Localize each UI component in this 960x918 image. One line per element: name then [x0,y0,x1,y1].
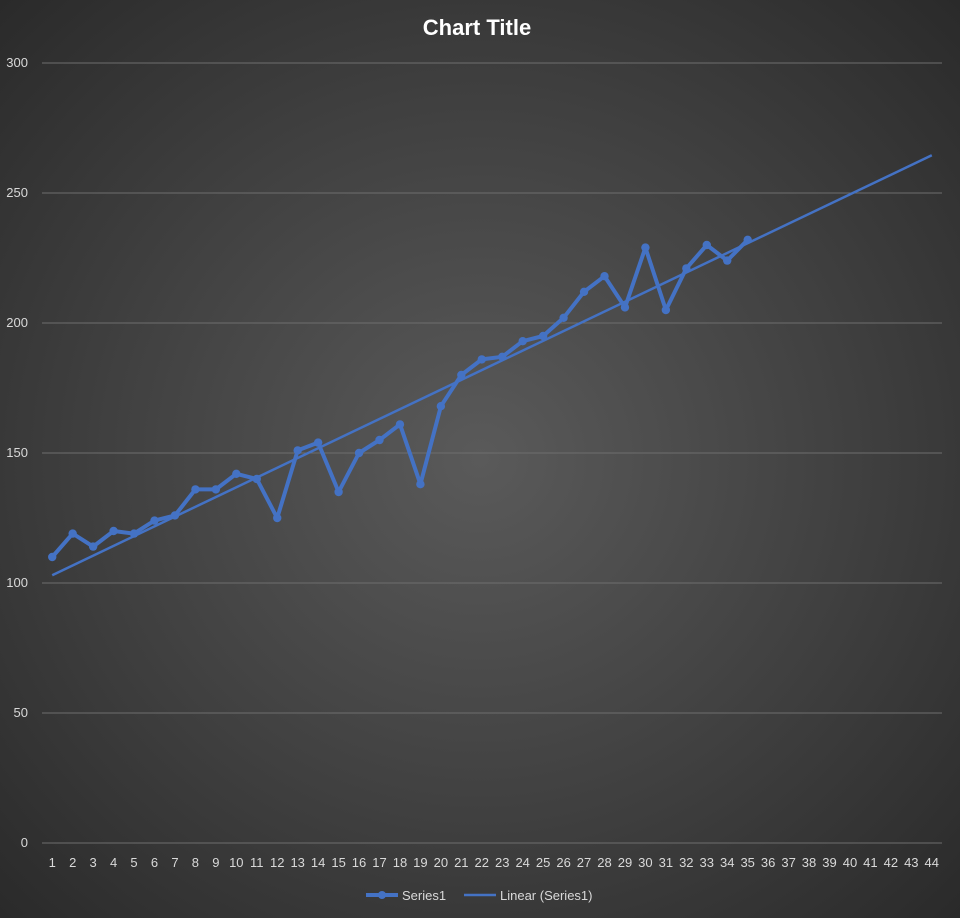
data-point [293,446,302,455]
x-tick-label: 38 [802,855,816,870]
data-point [313,438,323,447]
data-point [211,485,221,494]
data-point [600,272,609,281]
data-point [477,355,486,364]
x-tick-label: 35 [740,855,754,870]
x-tick-label: 9 [212,855,219,870]
x-tick-label: 23 [495,855,509,870]
data-point [88,542,98,551]
x-tick-label: 39 [822,855,836,870]
legend-swatch-marker [378,891,386,899]
data-point [620,303,630,312]
x-tick-label: 24 [515,855,529,870]
x-tick-label: 11 [250,855,264,870]
x-tick-label: 19 [413,855,427,870]
y-tick-label: 300 [6,55,28,70]
legend-label: Series1 [402,888,446,903]
x-tick-label: 42 [884,855,898,870]
x-tick-label: 31 [659,855,673,870]
x-tick-label: 2 [69,855,76,870]
data-point [150,516,159,525]
data-point [48,552,57,562]
chart-title: Chart Title [423,15,531,40]
y-tick-label: 150 [6,445,28,460]
y-tick-label: 250 [6,185,28,200]
series-layer [48,154,933,577]
data-point [334,487,343,497]
data-point [457,370,466,380]
data-point [518,337,527,346]
data-point [273,513,282,523]
y-tick-label: 200 [6,315,28,330]
x-tick-label: 40 [843,855,857,870]
x-tick-label: 30 [638,855,652,870]
x-tick-label: 36 [761,855,775,870]
legend: Series1 Linear (Series1) [366,888,593,903]
x-tick-label: 44 [925,855,939,870]
x-tick-label: 43 [904,855,918,870]
data-point [579,287,589,296]
x-tick-label: 25 [536,855,550,870]
data-point [375,435,384,445]
data-point [641,243,650,252]
x-tick-label: 29 [618,855,632,870]
x-tick-label: 1 [49,855,56,870]
data-point [232,469,241,478]
data-point [702,240,711,250]
x-tick-label: 13 [290,855,304,870]
data-point [436,402,446,411]
legend-label: Linear (Series1) [500,888,593,903]
data-point [68,529,77,538]
y-axis-tick-labels: 0 50 100 150 200 250 300 [6,55,28,850]
data-point [354,448,364,458]
x-tick-label: 20 [434,855,448,870]
x-tick-label: 32 [679,855,693,870]
legend-item: Series1 [366,888,446,903]
x-tick-label: 18 [393,855,407,870]
data-point [109,526,118,536]
y-tick-label: 0 [21,835,28,850]
x-tick-label: 21 [454,855,468,870]
x-tick-label: 28 [597,855,611,870]
data-point [395,420,405,429]
x-tick-label: 17 [372,855,386,870]
x-tick-label: 5 [130,855,137,870]
x-tick-label: 7 [171,855,178,870]
x-tick-label: 26 [556,855,570,870]
trendline [51,154,933,577]
series-line [50,238,750,559]
x-tick-label: 37 [781,855,795,870]
x-tick-label: 27 [577,855,591,870]
x-tick-label: 3 [90,855,97,870]
x-tick-label: 33 [700,855,714,870]
data-point [559,313,568,322]
x-tick-label: 16 [352,855,366,870]
data-point [723,256,732,265]
data-point [416,480,425,489]
gridlines [42,62,942,844]
x-tick-label: 22 [475,855,489,870]
x-tick-label: 8 [192,855,199,870]
y-tick-label: 50 [14,705,28,720]
x-tick-label: 12 [270,855,284,870]
x-tick-label: 10 [229,855,243,870]
data-point [538,331,548,341]
x-tick-label: 34 [720,855,734,870]
data-point [661,305,671,315]
legend-item: Linear (Series1) [464,888,593,903]
x-tick-label: 41 [863,855,877,870]
data-point [191,485,200,494]
x-tick-label: 6 [151,855,158,870]
x-tick-label: 15 [331,855,345,870]
x-axis-tick-labels: 1 2 3 4 5 6 7 8 9 10 11 12 13 14 15 16 17 18 19 20 21 22 23 24 2… [49,855,939,870]
y-tick-label: 100 [6,575,28,590]
x-tick-label: 4 [110,855,117,870]
x-tick-label: 14 [311,855,325,870]
